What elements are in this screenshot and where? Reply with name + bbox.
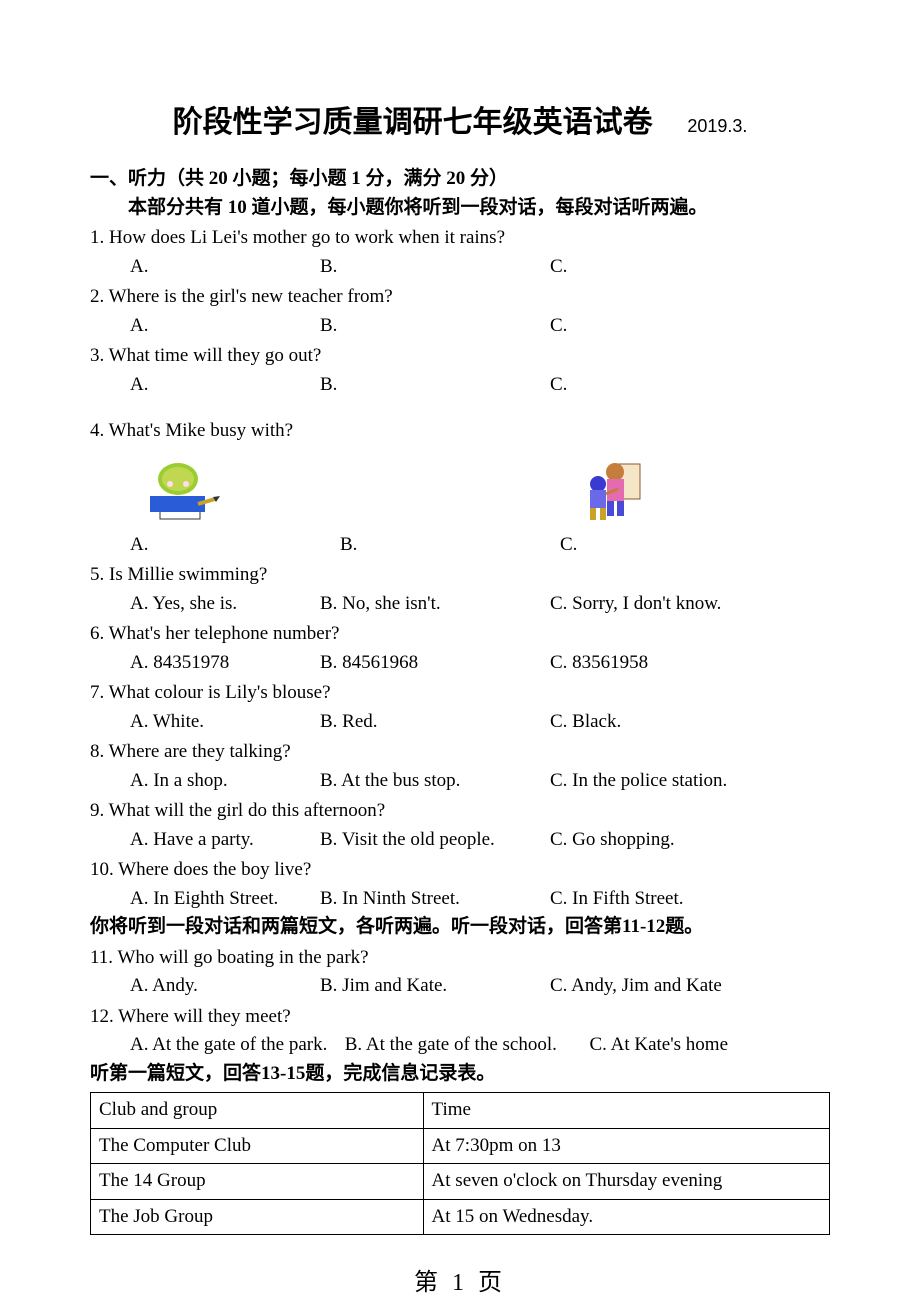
q3-opt-a: A. bbox=[130, 371, 320, 400]
q1-opt-c: C. bbox=[550, 253, 830, 282]
q5-opt-a: A. Yes, she is. bbox=[130, 590, 320, 619]
question-6: 6. What's her telephone number? bbox=[90, 620, 830, 649]
question-5: 5. Is Millie swimming? bbox=[90, 561, 830, 590]
main-title: 阶段性学习质量调研七年级英语试卷 bbox=[173, 106, 653, 139]
table-row2-left: The 14 Group bbox=[91, 1164, 424, 1200]
q2-opt-b: B. bbox=[320, 312, 550, 341]
table-row1-right: At 7:30pm on 13 bbox=[423, 1128, 829, 1164]
question-4: 4. What's Mike busy with? bbox=[90, 417, 830, 446]
q6-opt-b: B. 84561968 bbox=[320, 649, 550, 678]
question-1: 1. How does Li Lei's mother go to work w… bbox=[90, 224, 830, 253]
question-12: 12. Where will they meet? bbox=[90, 1003, 830, 1032]
instruction-2: 你将听到一段对话和两篇短文，各听两遍。听一段对话，回答第11-12题。 bbox=[90, 913, 830, 942]
question-9: 9. What will the girl do this afternoon? bbox=[90, 797, 830, 826]
q4-image-a bbox=[130, 454, 225, 529]
instruction-3: 听第一篇短文，回答13-15题，完成信息记录表。 bbox=[90, 1060, 830, 1089]
q7-opt-a: A. White. bbox=[130, 708, 320, 737]
question-10: 10. Where does the boy live? bbox=[90, 856, 830, 885]
question-8: 8. Where are they talking? bbox=[90, 738, 830, 767]
q5-opt-b: B. No, she isn't. bbox=[320, 590, 550, 619]
q1-opt-a: A. bbox=[130, 253, 320, 282]
q5-opt-c: C. Sorry, I don't know. bbox=[550, 590, 830, 619]
q4-image-c bbox=[560, 454, 655, 529]
q8-opt-a: A. In a shop. bbox=[130, 767, 320, 796]
q8-opt-b: B. At the bus stop. bbox=[320, 767, 550, 796]
q3-opt-c: C. bbox=[550, 371, 830, 400]
q11-opt-a: A. Andy. bbox=[130, 972, 320, 1001]
q6-opt-c: C. 83561958 bbox=[550, 649, 830, 678]
q9-opt-b: B. Visit the old people. bbox=[320, 826, 550, 855]
table-header-right: Time bbox=[423, 1093, 829, 1129]
page-footer: 第 1 页 bbox=[90, 1265, 830, 1301]
q1-opt-b: B. bbox=[320, 253, 550, 282]
q3-opt-b: B. bbox=[320, 371, 550, 400]
q12-opt-a: A. At the gate of the park. bbox=[130, 1031, 340, 1060]
info-table: Club and group Time The Computer Club At… bbox=[90, 1092, 830, 1235]
q4-label-b: B. bbox=[340, 531, 357, 560]
q10-opt-c: C. In Fifth Street. bbox=[550, 885, 830, 914]
table-header-left: Club and group bbox=[91, 1093, 424, 1129]
table-row3-left: The Job Group bbox=[91, 1199, 424, 1235]
q9-opt-c: C. Go shopping. bbox=[550, 826, 830, 855]
q12-opt-b: B. At the gate of the school. bbox=[345, 1031, 585, 1060]
q12-opt-c: C. At Kate's home bbox=[590, 1031, 729, 1060]
q2-opt-c: C. bbox=[550, 312, 830, 341]
exam-date: 2019.3. bbox=[687, 116, 747, 136]
question-3: 3. What time will they go out? bbox=[90, 342, 830, 371]
table-row1-left: The Computer Club bbox=[91, 1128, 424, 1164]
q11-opt-c: C. Andy, Jim and Kate bbox=[550, 972, 830, 1001]
q8-opt-c: C. In the police station. bbox=[550, 767, 830, 796]
section-header: 一、听力（共 20 小题；每小题 1 分，满分 20 分） bbox=[90, 165, 830, 194]
q2-opt-a: A. bbox=[130, 312, 320, 341]
question-7: 7. What colour is Lily's blouse? bbox=[90, 679, 830, 708]
q7-opt-c: C. Black. bbox=[550, 708, 830, 737]
q9-opt-a: A. Have a party. bbox=[130, 826, 320, 855]
q7-opt-b: B. Red. bbox=[320, 708, 550, 737]
table-row2-right: At seven o'clock on Thursday evening bbox=[423, 1164, 829, 1200]
q10-opt-b: B. In Ninth Street. bbox=[320, 885, 550, 914]
question-11: 11. Who will go boating in the park? bbox=[90, 944, 830, 973]
q4-label-a: A. bbox=[130, 531, 148, 560]
q10-opt-a: A. In Eighth Street. bbox=[130, 885, 320, 914]
question-2: 2. Where is the girl's new teacher from? bbox=[90, 283, 830, 312]
q6-opt-a: A. 84351978 bbox=[130, 649, 320, 678]
q4-label-c: C. bbox=[560, 531, 577, 560]
section-sub: 本部分共有 10 道小题，每小题你将听到一段对话，每段对话听两遍。 bbox=[90, 194, 830, 223]
q11-opt-b: B. Jim and Kate. bbox=[320, 972, 550, 1001]
table-row3-right: At 15 on Wednesday. bbox=[423, 1199, 829, 1235]
